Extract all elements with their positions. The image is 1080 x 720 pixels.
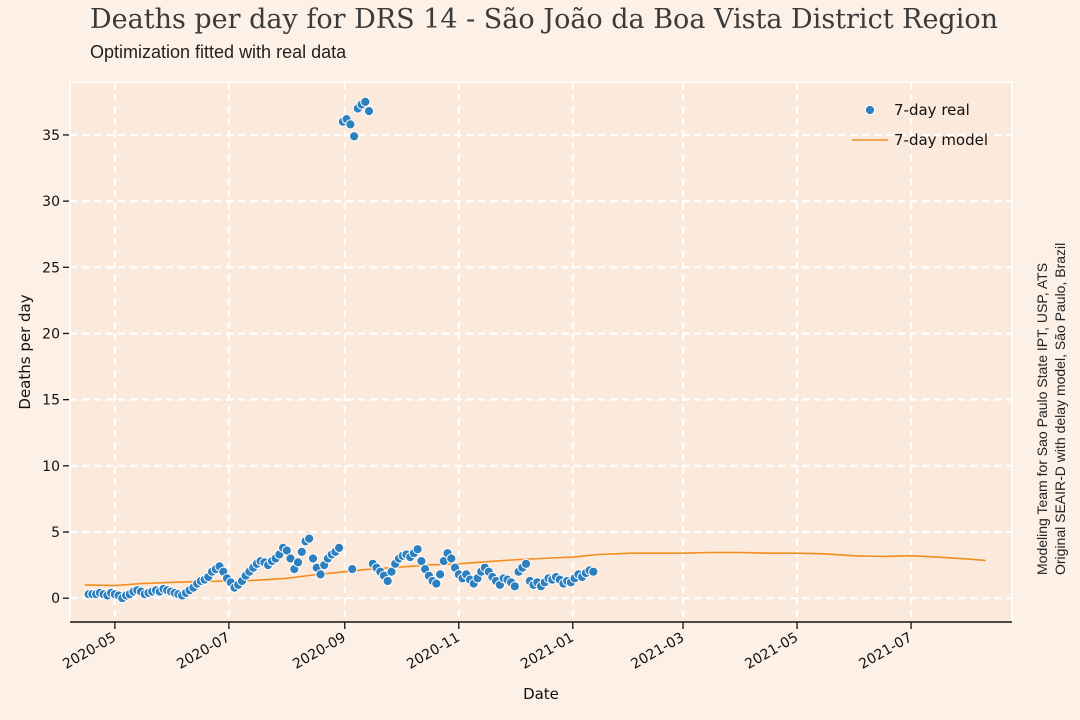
side-note: Modeling Team for Sao Paulo State IPT, U… — [1032, 105, 1072, 585]
data-point — [509, 581, 520, 592]
data-point — [588, 566, 599, 577]
y-tick-label: 5 — [51, 525, 60, 541]
x-tick-label: 2020-09 — [290, 630, 349, 673]
data-point — [363, 106, 375, 117]
x-tick-label: 2021-05 — [742, 630, 801, 673]
x-tick-label: 2020-07 — [174, 630, 233, 673]
y-tick-label: 30 — [42, 194, 60, 210]
data-point — [334, 542, 345, 554]
side-note-line-2: Original SEAIR-D with delay model, São P… — [1052, 242, 1068, 575]
data-point — [315, 569, 326, 580]
data-point — [412, 544, 423, 555]
plot-area — [69, 81, 1013, 623]
x-axis: 2020-05 2020-07 2020-09 2020-11 2021-01 2021-… — [60, 622, 915, 673]
y-tick-label: 0 — [51, 591, 60, 607]
data-point — [435, 569, 446, 580]
x-tick-label: 2020-11 — [404, 630, 463, 673]
x-tick-label: 2020-05 — [60, 630, 119, 673]
data-point — [520, 558, 532, 569]
data-point — [360, 96, 371, 108]
x-axis-label: Date — [523, 685, 559, 703]
y-axis-label: Deaths per day — [16, 294, 34, 409]
y-tick-label: 10 — [42, 459, 60, 475]
data-point — [446, 553, 457, 564]
data-point — [382, 575, 393, 587]
chart-title: Deaths per day for DRS 14 - São João da … — [90, 4, 998, 35]
data-point — [349, 131, 360, 142]
y-tick-label: 15 — [42, 393, 60, 409]
y-axis: 0 5 10 15 20 25 30 35 — [42, 128, 69, 607]
x-tick-label: 2021-07 — [856, 630, 915, 673]
legend-marker-real — [864, 104, 876, 116]
legend-label-real: 7-day real — [894, 101, 970, 119]
grid-lines — [70, 82, 1012, 622]
legend: 7-day real 7-day model — [852, 101, 988, 149]
side-note-line-1: Modeling Team for Sao Paulo State IPT, U… — [1034, 262, 1050, 575]
x-tick-label: 2021-01 — [518, 630, 577, 673]
y-tick-label: 20 — [42, 326, 60, 342]
y-tick-label: 25 — [42, 260, 60, 276]
data-point — [347, 564, 358, 575]
y-tick-label: 35 — [42, 128, 60, 144]
data-point — [307, 553, 319, 564]
x-tick-label: 2021-03 — [628, 630, 687, 673]
legend-label-model: 7-day model — [894, 131, 988, 149]
chart-subtitle: Optimization fitted with real data — [90, 42, 347, 62]
data-point — [304, 533, 315, 544]
data-point — [431, 578, 442, 589]
data-point — [345, 119, 356, 130]
data-point — [292, 557, 304, 568]
series-7-day-real — [83, 96, 599, 604]
data-point — [296, 546, 307, 558]
